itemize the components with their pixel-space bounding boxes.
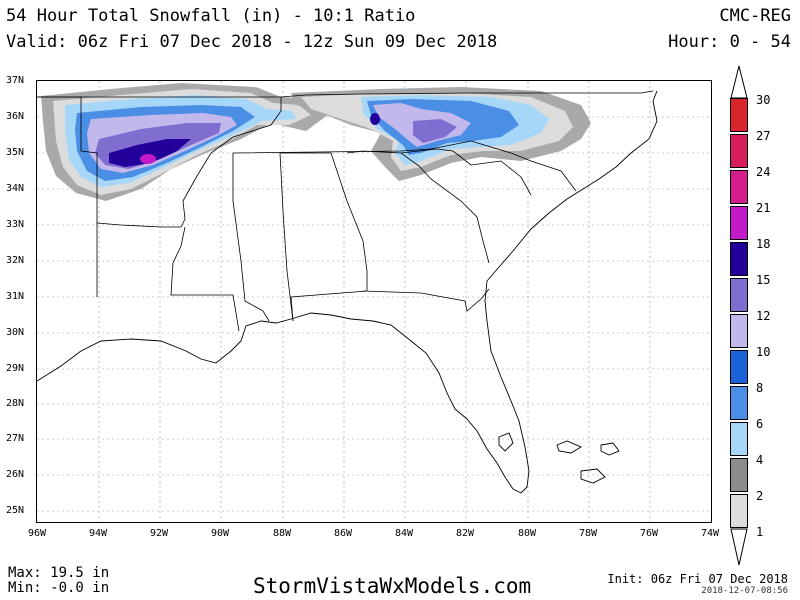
- map-title: 54 Hour Total Snowfall (in) - 10:1 Ratio: [6, 6, 416, 26]
- lat-label-28n: 28N: [6, 398, 25, 409]
- model-name: CMC-REG: [719, 6, 791, 26]
- colorbar-swatch-10: [730, 350, 748, 384]
- lon-label-74w: 74W: [700, 528, 720, 539]
- valid-period: Valid: 06z Fri 07 Dec 2018 - 12z Sun 09 …: [6, 32, 498, 52]
- colorbar-swatch-4: [730, 458, 748, 492]
- colorbar-label-8: 8: [756, 381, 764, 395]
- init-time: Init: 06z Fri 07 Dec 2018: [607, 572, 788, 586]
- lat-label-33n: 33N: [6, 219, 25, 230]
- snow-max-east: [370, 113, 380, 125]
- colorbar-label-18: 18: [756, 237, 771, 251]
- colorbar-label-24: 24: [756, 165, 771, 179]
- lat-label-29n: 29N: [6, 363, 25, 374]
- generated-timestamp: 2018-12-07-08:56: [701, 586, 788, 596]
- colorbar-swatch-6: [730, 422, 748, 456]
- colorbar-label-2: 2: [756, 489, 764, 503]
- site-watermark: StormVistaWxModels.com: [253, 574, 532, 598]
- colorbar-label-1: 1: [756, 525, 764, 539]
- snow-swath-east: [291, 87, 591, 181]
- snow-swath-east-12in: [413, 119, 457, 143]
- lat-label-26n: 26N: [6, 469, 25, 480]
- lat-label-37n: 37N: [6, 75, 25, 86]
- lat-label-25n: 25N: [6, 505, 25, 516]
- colorbar-label-21: 21: [756, 201, 771, 215]
- colorbar-swatch-21: [730, 206, 748, 240]
- colorbar-swatch-12: [730, 314, 748, 348]
- lon-label-88w: 88W: [272, 528, 292, 539]
- max-min-block: Max: 19.5 in Min: -0.0 in: [8, 566, 109, 596]
- state-borders: [37, 90, 654, 332]
- lon-label-82w: 82W: [455, 528, 475, 539]
- snow-swath-west: [41, 83, 336, 201]
- lat-label-34n: 34N: [6, 183, 25, 194]
- colorbar-swatch-15: [730, 278, 748, 312]
- lon-label-90w: 90W: [210, 528, 230, 539]
- colorbar-swatch-27: [730, 134, 748, 168]
- colorbar-label-27: 27: [756, 129, 771, 143]
- map-gridlines: [37, 81, 711, 522]
- forecast-hour-range: Hour: 0 - 54: [668, 32, 791, 52]
- colorbar-label-10: 10: [756, 345, 771, 359]
- lon-label-76w: 76W: [639, 528, 659, 539]
- max-value: Max: 19.5 in: [8, 565, 110, 581]
- snow-swath-west-15in: [109, 139, 191, 167]
- colorbar-swatch-18: [730, 242, 748, 276]
- lat-label-32n: 32N: [6, 255, 25, 266]
- min-value: Min: -0.0 in: [8, 580, 110, 596]
- lat-label-35n: 35N: [6, 147, 25, 158]
- colorbar-swatch-30: [730, 98, 748, 132]
- colorbar-label-4: 4: [756, 453, 764, 467]
- colorbar-label-15: 15: [756, 273, 771, 287]
- snowfall-map: [36, 80, 712, 523]
- lon-label-84w: 84W: [394, 528, 414, 539]
- colorbar-label-12: 12: [756, 309, 771, 323]
- map-canvas: [37, 81, 711, 522]
- colorbar-swatch-24: [730, 170, 748, 204]
- colorbar-label-30: 30: [756, 93, 771, 107]
- snow-max-west: [140, 154, 156, 164]
- lon-label-92w: 92W: [149, 528, 169, 539]
- lat-label-27n: 27N: [6, 433, 25, 444]
- coastline: [37, 90, 658, 494]
- lon-label-78w: 78W: [578, 528, 598, 539]
- lat-label-31n: 31N: [6, 291, 25, 302]
- lon-label-80w: 80W: [517, 528, 537, 539]
- lat-label-36n: 36N: [6, 111, 25, 122]
- lat-label-30n: 30N: [6, 327, 25, 338]
- colorbar-swatch-2: [730, 494, 748, 528]
- colorbar-label-6: 6: [756, 417, 764, 431]
- lon-label-96w: 96W: [27, 528, 47, 539]
- colorbar-bottom-arrow: [730, 528, 748, 566]
- colorbar-swatch-8: [730, 386, 748, 420]
- lon-label-94w: 94W: [88, 528, 108, 539]
- lon-label-86w: 86W: [333, 528, 353, 539]
- colorbar-top-arrow: [730, 65, 748, 99]
